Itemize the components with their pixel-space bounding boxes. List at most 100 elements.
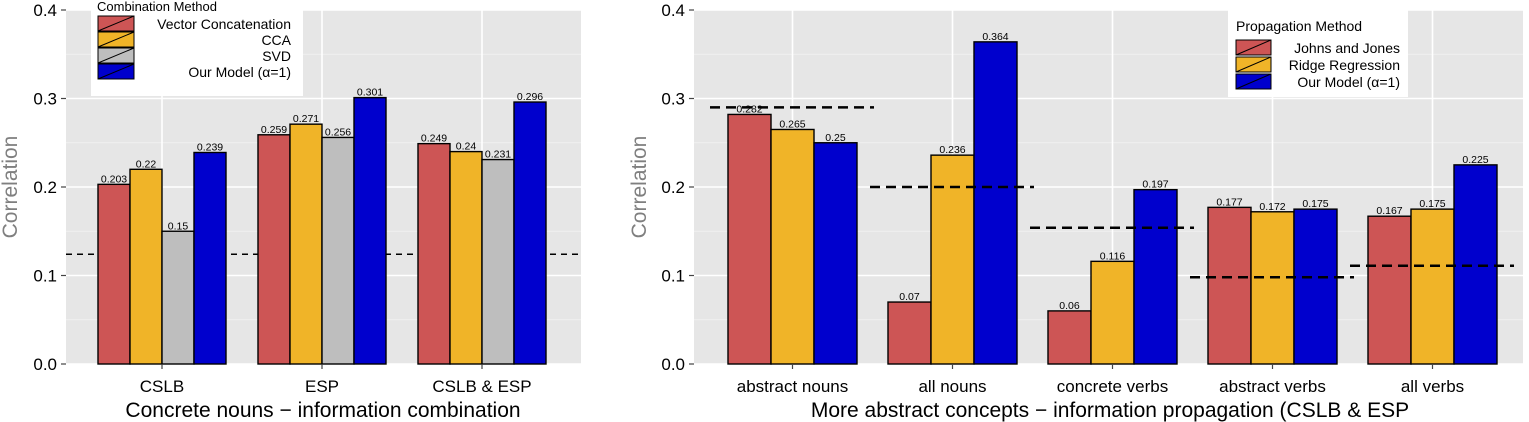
bar bbox=[321, 136, 355, 365]
legend-title: Propagation Method bbox=[1236, 18, 1362, 34]
bar-value-label: 0.296 bbox=[517, 91, 543, 103]
bar-value-label: 0.24 bbox=[456, 141, 477, 153]
bar-value-label: 0.167 bbox=[1376, 205, 1402, 217]
x-tick-label: abstract verbs bbox=[1219, 377, 1326, 396]
y-tick-label: 0.4 bbox=[33, 1, 57, 20]
legend-label: Our Model (α=1) bbox=[188, 64, 291, 80]
bar bbox=[417, 142, 451, 365]
bar-value-label: 0.259 bbox=[261, 124, 287, 136]
x-tick-label: all nouns bbox=[918, 377, 986, 396]
bar-value-label: 0.06 bbox=[1059, 300, 1080, 312]
legend: Propagation Method Johns and JonesRidge … bbox=[1228, 10, 1408, 97]
bar bbox=[1293, 208, 1338, 365]
legend-key-slash bbox=[97, 47, 135, 64]
bar bbox=[161, 230, 195, 365]
bar-value-label: 0.116 bbox=[1100, 250, 1126, 262]
x-tick-label: CSLB bbox=[140, 377, 184, 396]
y-tick-label: 0.1 bbox=[661, 267, 685, 286]
x-axis-label: More abstract concepts − information pro… bbox=[811, 399, 1409, 422]
bar bbox=[193, 151, 227, 365]
x-tick-label: all verbs bbox=[1401, 377, 1464, 396]
bar-value-label: 0.197 bbox=[1142, 179, 1168, 191]
y-axis-label: Correlation bbox=[628, 136, 651, 239]
legend-key-slash bbox=[1235, 56, 1272, 73]
y-tick-label: 0.2 bbox=[33, 178, 57, 197]
bar-value-label: 0.364 bbox=[982, 31, 1008, 43]
bar bbox=[1207, 206, 1252, 365]
bar-value-label: 0.203 bbox=[101, 173, 127, 185]
x-tick-label: abstract nouns bbox=[737, 377, 849, 396]
bar bbox=[973, 41, 1018, 365]
x-tick-label: concrete verbs bbox=[1057, 377, 1169, 396]
y-tick-label: 0.0 bbox=[33, 355, 57, 374]
bar bbox=[887, 301, 932, 365]
y-axis-label: Correlation bbox=[0, 136, 22, 239]
legend-key-slash bbox=[97, 15, 135, 32]
bar bbox=[97, 183, 131, 365]
legend-key-slash bbox=[97, 63, 135, 80]
bar-value-label: 0.256 bbox=[325, 126, 351, 138]
legend-title: Combination Method bbox=[97, 0, 217, 14]
bar bbox=[1410, 208, 1455, 365]
bar-value-label: 0.172 bbox=[1259, 201, 1285, 213]
y-tick-label: 0.2 bbox=[661, 178, 685, 197]
legend-label: SVD bbox=[262, 48, 291, 64]
legend-key-slash bbox=[1235, 73, 1272, 90]
legend-key-slash bbox=[1235, 39, 1272, 56]
x-tick-label: ESP bbox=[305, 377, 339, 396]
legend-label: Vector Concatenation bbox=[157, 16, 291, 32]
baseline-lines bbox=[710, 106, 1514, 279]
x-ticks: CSLB ESP CSLB & ESP bbox=[140, 364, 532, 396]
bar bbox=[1367, 215, 1412, 365]
bar-value-label: 0.282 bbox=[736, 103, 762, 115]
bar-value-label: 0.239 bbox=[197, 141, 223, 153]
x-tick-label: CSLB & ESP bbox=[432, 377, 531, 396]
panel-right: 0.282 0.265 0.25 0.07 0.236 0.364 0.06 0.116 0.1… bbox=[628, 1, 1523, 422]
y-tick-label: 0.0 bbox=[661, 355, 685, 374]
bar-value-label: 0.177 bbox=[1216, 196, 1242, 208]
panel-left: 0.203 0.22 0.15 0.239 0.259 0.271 0.256 0.301 0.… bbox=[0, 0, 581, 422]
legend-label: Johns and Jones bbox=[1294, 40, 1400, 56]
bar bbox=[727, 113, 772, 365]
bar bbox=[1453, 164, 1498, 365]
bar bbox=[1047, 310, 1092, 365]
legend-key-slash bbox=[97, 31, 135, 48]
bar bbox=[289, 123, 323, 365]
y-ticks: 0.0 0.1 0.2 0.3 0.4 bbox=[33, 1, 66, 374]
y-tick-label: 0.4 bbox=[661, 1, 685, 20]
bar bbox=[1250, 211, 1295, 365]
legend: Combination Method Vector ConcatenationC… bbox=[91, 0, 303, 96]
legend-label: Ridge Regression bbox=[1289, 57, 1400, 73]
x-ticks: abstract nouns all nouns concrete verbs abs… bbox=[737, 364, 1464, 396]
bar-value-label: 0.25 bbox=[825, 132, 846, 144]
y-tick-label: 0.1 bbox=[33, 267, 57, 286]
bar bbox=[449, 150, 483, 365]
bar-value-label: 0.15 bbox=[168, 220, 189, 232]
x-axis-label: Concrete nouns − information combination bbox=[125, 399, 520, 422]
legend-label: Our Model (α=1) bbox=[1297, 74, 1400, 90]
bar-value-label: 0.249 bbox=[421, 133, 447, 145]
bar-value-label: 0.265 bbox=[779, 118, 805, 130]
bar-value-label: 0.175 bbox=[1302, 198, 1328, 210]
bar-value-label: 0.301 bbox=[357, 87, 383, 99]
bar-value-label: 0.22 bbox=[136, 158, 157, 170]
bar-value-label: 0.175 bbox=[1419, 198, 1445, 210]
legend-label: CCA bbox=[261, 32, 291, 48]
bar-value-label: 0.271 bbox=[293, 113, 319, 125]
bar bbox=[481, 158, 515, 365]
bars: 0.203 0.22 0.15 0.239 0.259 0.271 0.256 0.301 0.… bbox=[97, 87, 547, 365]
bar-value-label: 0.07 bbox=[899, 291, 920, 303]
y-tick-label: 0.3 bbox=[33, 90, 57, 109]
bar bbox=[513, 101, 547, 365]
bar bbox=[257, 134, 291, 365]
bar-value-label: 0.236 bbox=[939, 144, 965, 156]
bar bbox=[1133, 188, 1178, 365]
bar bbox=[353, 96, 387, 365]
y-tick-label: 0.3 bbox=[661, 90, 685, 109]
bar bbox=[1090, 260, 1135, 365]
bar bbox=[770, 128, 815, 365]
y-ticks: 0.0 0.1 0.2 0.3 0.4 bbox=[661, 1, 694, 374]
bar bbox=[129, 168, 163, 365]
bar-value-label: 0.231 bbox=[485, 149, 511, 161]
